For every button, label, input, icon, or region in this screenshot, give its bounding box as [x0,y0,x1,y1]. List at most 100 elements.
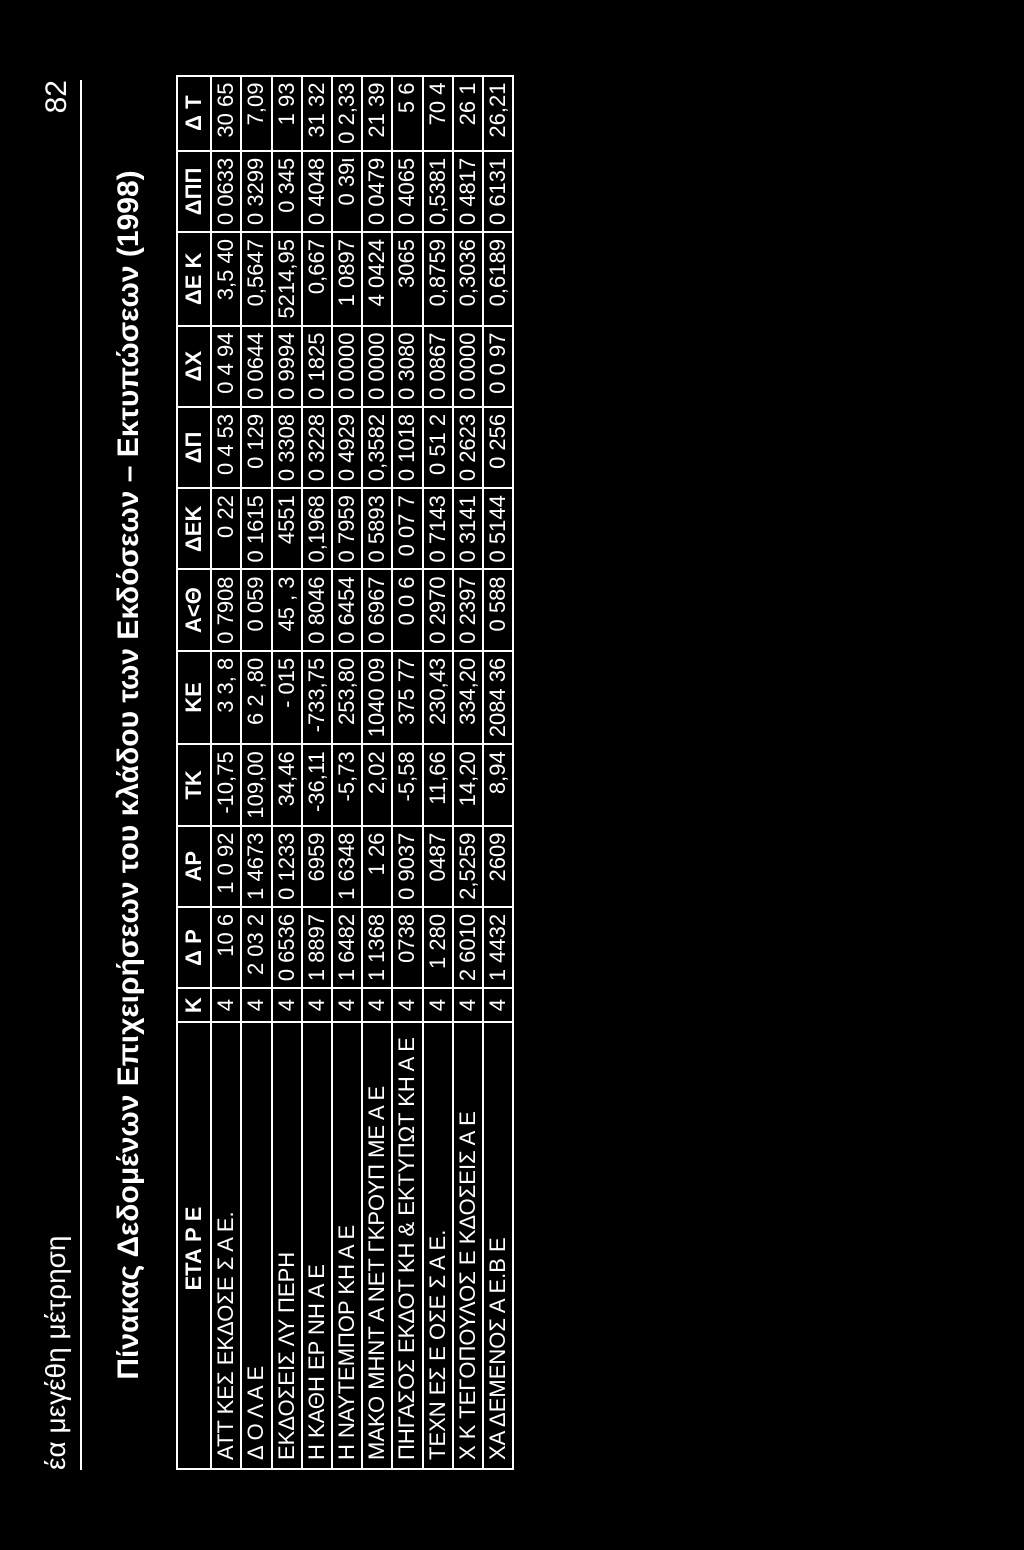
data-cell: 3,5 40 [211,232,241,326]
data-cell: 0487 [423,826,453,907]
data-cell: 0,1968 [302,488,332,569]
col-7: ΔΕΚ [177,488,211,569]
data-cell: 0 256 [483,407,513,488]
data-cell: 0 2623 [453,407,483,488]
company-cell: ΠΗΓΑΣΟΣ ΕΚΔΟΤ ΚΗ & ΕΚΤΥΠΩΤ ΚΗ Α Ε [392,1022,422,1469]
data-cell: 4 [332,988,362,1022]
data-cell: 0 7959 [332,488,362,569]
data-cell: 4 [241,988,271,1022]
data-cell: 0 9994 [272,326,302,407]
data-cell: 4 [272,988,302,1022]
data-cell: 2 03 2 [241,907,271,988]
data-cell: 21 39 [362,76,392,151]
data-cell: 0 1018 [392,407,422,488]
data-cell: 0 3299 [241,151,271,232]
data-cell: 0,5647 [241,232,271,326]
data-cell: 0 6131 [483,151,513,232]
data-cell: 1 4432 [483,907,513,988]
table-row: ΑΤΤ ΚΕΣ ΕΚΔΟΣΕ Σ Α Ε.410 61 0 92-10,753 … [211,76,241,1469]
table-header-row: ΕΤΑ Ρ ΕΚΔ ΡΑΡΤΚΚΕΑ<ΘΔΕΚΔΠΔΧΔΕ ΚΔΠΠΔ Τ [177,76,211,1469]
data-cell: 0,6189 [483,232,513,326]
data-cell: 1 0897 [332,232,362,326]
data-cell: 0 4 94 [211,326,241,407]
data-cell: 7,09 [241,76,271,151]
data-cell: 1 280 [423,907,453,988]
rotated-page: έα μεγέθη μέτρηση 82 Πίνακας Δεδομένων Ε… [0,0,1024,1550]
data-cell: 0,5381 [423,151,453,232]
data-cell: -36,11 [302,744,332,825]
table-row: Χ Κ ΤΕΓΟΠΟΥΛΟΣ Ε ΚΔΟΣΕΙΣ Α Ε42 60102,525… [453,76,483,1469]
col-company: ΕΤΑ Ρ Ε [177,1022,211,1469]
data-cell: 0 0 6 [392,569,422,650]
data-cell: 14,20 [453,744,483,825]
data-cell: 0 0000 [332,326,362,407]
col-2: Δ Ρ [177,907,211,988]
company-cell: ΕΚΔΟΣΕΙΣ ΛΥ ΠΕΡΗ [272,1022,302,1469]
data-cell: 10 6 [211,907,241,988]
data-cell: 1 1368 [362,907,392,988]
data-cell: 0 129 [241,407,271,488]
data-cell: 6959 [302,826,332,907]
table-row: Η ΝΑΥΤΕΜΠΟΡ ΚΗ Α Ε41 64821 6348-5,73253,… [332,76,362,1469]
data-cell: 4 0424 [362,232,392,326]
data-cell: 1 4673 [241,826,271,907]
data-cell: 2084 36 [483,651,513,745]
company-cell: ΜΑΚΟ ΜΗΝΤ Α ΝΕΤ ΓΚΡΟΥΠ ΜΕ Α Ε [362,1022,392,1469]
data-cell: 0 6967 [362,569,392,650]
data-cell: 0 0000 [453,326,483,407]
data-cell: 4 [423,988,453,1022]
data-cell: 0 3308 [272,407,302,488]
data-cell: 0 345 [272,151,302,232]
data-cell: 0 6536 [272,907,302,988]
data-cell: 0 0633 [211,151,241,232]
data-cell: 11,66 [423,744,453,825]
data-cell: 1 93 [272,76,302,151]
company-cell: Η ΝΑΥΤΕΜΠΟΡ ΚΗ Α Ε [332,1022,362,1469]
data-cell: 1 6348 [332,826,362,907]
col-11: ΔΠΠ [177,151,211,232]
data-cell: 5 6 [392,76,422,151]
data-cell: 0 3141 [453,488,483,569]
col-8: ΔΠ [177,407,211,488]
data-cell: 5214,95 [272,232,302,326]
data-cell: 3065 [392,232,422,326]
company-cell: ΑΤΤ ΚΕΣ ΕΚΔΟΣΕ Σ Α Ε. [211,1022,241,1469]
data-cell: 0,3582 [362,407,392,488]
data-cell: 0 51 2 [423,407,453,488]
data-cell: 0 0 97 [483,326,513,407]
data-cell: 0 6454 [332,569,362,650]
data-cell: 230,43 [423,651,453,745]
data-cell: 0 5893 [362,488,392,569]
data-cell: 0 0479 [362,151,392,232]
table-body: ΑΤΤ ΚΕΣ ΕΚΔΟΣΕ Σ Α Ε.410 61 0 92-10,753 … [211,76,513,1469]
company-cell: Η ΚΑΘΗ ΕΡ ΝΗ Α Ε [302,1022,332,1469]
data-cell: 0 0644 [241,326,271,407]
data-cell: 8,94 [483,744,513,825]
table-row: ΕΚΔΟΣΕΙΣ ΛΥ ΠΕΡΗ40 65360 123334,46- 0154… [272,76,302,1469]
data-cell: 109,00 [241,744,271,825]
table-row: ΜΑΚΟ ΜΗΝΤ Α ΝΕΤ ΓΚΡΟΥΠ ΜΕ Α Ε41 13681 26… [362,76,392,1469]
data-cell: 4 [362,988,392,1022]
company-cell: Χ Κ ΤΕΓΟΠΟΥΛΟΣ Ε ΚΔΟΣΕΙΣ Α Ε [453,1022,483,1469]
data-cell: 0 0000 [362,326,392,407]
data-cell: 4 [483,988,513,1022]
col-1: Κ [177,988,211,1022]
data-cell: 2,02 [362,744,392,825]
data-table: ΕΤΑ Ρ ΕΚΔ ΡΑΡΤΚΚΕΑ<ΘΔΕΚΔΠΔΧΔΕ ΚΔΠΠΔ Τ ΑΤ… [176,75,514,1470]
table-row: ΤΕΧΝ ΕΣ Ε ΟΣΕ Σ Α Ε.41 280048711,66230,4… [423,76,453,1469]
table-row: ΧΑ ΔΕΜΕΝΟΣ Α Ε.Β Ε41 443226098,942084 36… [483,76,513,1469]
data-cell: 70 4 [423,76,453,151]
data-cell: 0 7908 [211,569,241,650]
col-12: Δ Τ [177,76,211,151]
data-cell: 1 0 92 [211,826,241,907]
data-cell: 34,46 [272,744,302,825]
data-cell: 334,20 [453,651,483,745]
data-cell: 375 77 [392,651,422,745]
data-cell: 253,80 [332,651,362,745]
company-cell: ΤΕΧΝ ΕΣ Ε ΟΣΕ Σ Α Ε. [423,1022,453,1469]
data-cell: -733,75 [302,651,332,745]
data-cell: 0 2397 [453,569,483,650]
col-10: ΔΕ Κ [177,232,211,326]
header-rule [80,80,82,1470]
col-5: ΚΕ [177,651,211,745]
